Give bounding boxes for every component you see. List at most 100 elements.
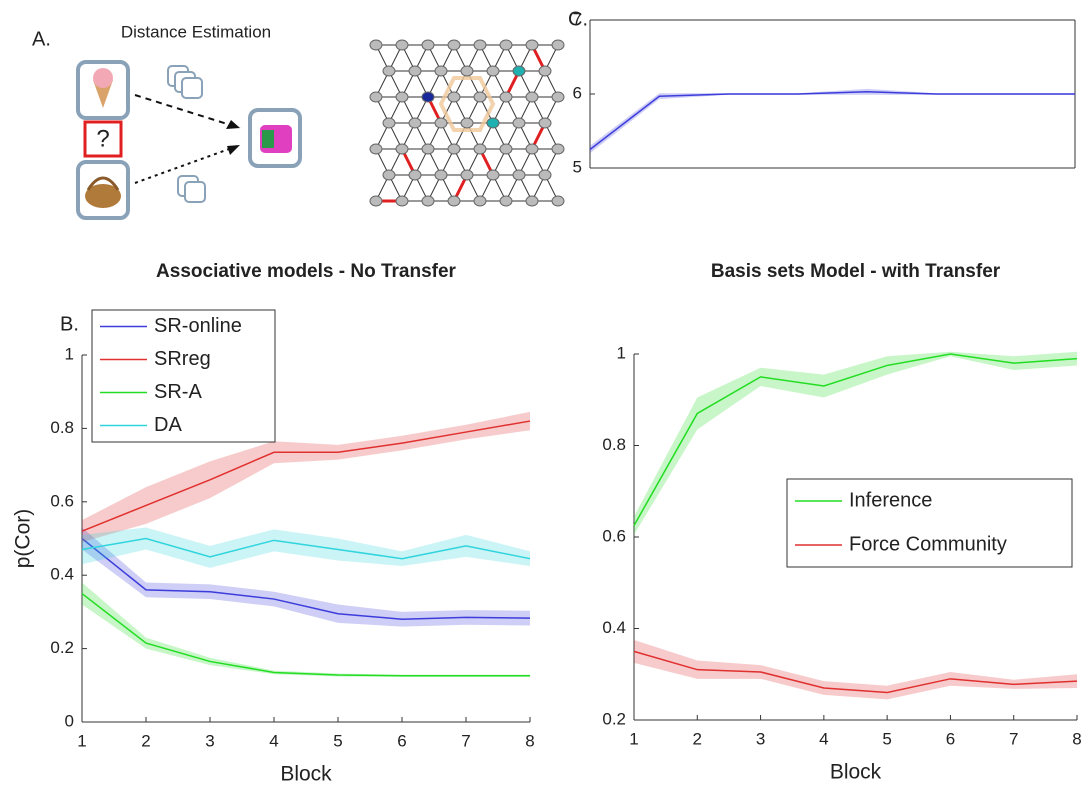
- lattice-node: [539, 170, 551, 180]
- line: [590, 92, 1075, 150]
- lattice-node: [552, 196, 564, 206]
- lattice-node: [500, 196, 512, 206]
- chart-title: Associative models - No Transfer: [156, 261, 456, 282]
- lattice-node: [474, 92, 486, 102]
- legend-label: SR-online: [154, 315, 242, 337]
- y-tick-label: 6: [573, 83, 582, 102]
- lattice-node: [396, 92, 408, 102]
- lattice-node: [513, 170, 525, 180]
- legend-label: Inference: [849, 489, 932, 511]
- y-tick-label: 1: [617, 343, 626, 362]
- x-axis-label: Block: [280, 763, 332, 786]
- lattice-node: [539, 118, 551, 128]
- panel-label: B.: [60, 313, 79, 335]
- lattice-node: [383, 118, 395, 128]
- error-band: [82, 527, 530, 567]
- y-tick-label: 0.2: [50, 638, 74, 657]
- legend-label: DA: [154, 414, 182, 436]
- lattice-node: [435, 170, 447, 180]
- lattice-node: [500, 92, 512, 102]
- lattice-node: [526, 40, 538, 50]
- lattice-node: [461, 118, 473, 128]
- legend-label: Force Community: [849, 533, 1007, 555]
- lattice-node: [474, 40, 486, 50]
- lattice-node: [409, 170, 421, 180]
- lattice-node: [526, 196, 538, 206]
- lattice-node: [370, 40, 382, 50]
- x-tick-label: 1: [629, 729, 638, 748]
- lattice-node: [422, 144, 434, 154]
- y-tick-label: 7: [573, 9, 582, 28]
- lattice-node: [526, 144, 538, 154]
- panel-label: A.: [32, 28, 51, 50]
- x-tick-label: 1: [77, 731, 86, 750]
- x-tick-label: 6: [946, 729, 955, 748]
- x-tick-label: 4: [819, 729, 828, 748]
- lattice-diagram: [370, 40, 564, 206]
- lattice-node: [500, 40, 512, 50]
- x-tick-label: 6: [397, 731, 406, 750]
- x-tick-label: 5: [882, 729, 891, 748]
- lattice-node: [474, 196, 486, 206]
- lattice-node: [409, 118, 421, 128]
- lattice-node: [461, 66, 473, 76]
- lattice-node: [448, 40, 460, 50]
- x-tick-label: 8: [525, 731, 534, 750]
- lattice-node: [383, 170, 395, 180]
- y-tick-label: 0.6: [50, 491, 74, 510]
- x-tick-label: 8: [1072, 729, 1081, 748]
- lattice-node: [461, 170, 473, 180]
- x-tick-label: 7: [461, 731, 470, 750]
- legend-label: SR-A: [154, 381, 202, 403]
- x-tick-label: 5: [333, 731, 342, 750]
- y-tick-label: 0.8: [602, 435, 626, 454]
- y-tick-label: 0.4: [602, 618, 626, 637]
- lattice-node: [422, 196, 434, 206]
- diagram-title: Distance Estimation: [121, 22, 271, 41]
- lattice-node: [487, 118, 499, 128]
- x-tick-label: 2: [141, 731, 150, 750]
- x-tick-label: 3: [756, 729, 765, 748]
- lattice-node: [487, 170, 499, 180]
- y-axis-label: p(Cor): [12, 509, 35, 569]
- x-tick-label: 2: [693, 729, 702, 748]
- lattice-node: [487, 66, 499, 76]
- lattice-node: [370, 196, 382, 206]
- legend-label: SRreg: [154, 348, 211, 370]
- y-tick-label: 0.4: [50, 565, 74, 584]
- lattice-node: [422, 40, 434, 50]
- y-tick-label: 5: [573, 157, 582, 176]
- x-axis-label: Block: [830, 761, 882, 784]
- lattice-node: [396, 40, 408, 50]
- lattice-node: [422, 92, 434, 102]
- lattice-node: [435, 118, 447, 128]
- lattice-node: [552, 144, 564, 154]
- y-tick-label: 0: [65, 711, 74, 730]
- y-tick-label: 0.2: [602, 709, 626, 728]
- chart-title: Basis sets Model - with Transfer: [711, 261, 1001, 282]
- lattice-node: [448, 144, 460, 154]
- lattice-node: [513, 66, 525, 76]
- figure: A. Distance Estimation ? C.567B.Associat…: [0, 0, 1086, 792]
- lattice-node: [474, 144, 486, 154]
- y-tick-label: 0.6: [602, 526, 626, 545]
- lattice-node: [448, 196, 460, 206]
- y-tick-label: 0.8: [50, 418, 74, 437]
- lattice-node: [448, 92, 460, 102]
- x-tick-label: 3: [205, 731, 214, 750]
- lattice-node: [500, 144, 512, 154]
- question-mark: ?: [96, 125, 109, 152]
- lattice-node: [409, 66, 421, 76]
- lattice-node: [526, 92, 538, 102]
- lattice-node: [513, 118, 525, 128]
- lattice-node: [396, 196, 408, 206]
- lattice-node: [396, 144, 408, 154]
- x-tick-label: 4: [269, 731, 278, 750]
- lattice-node: [383, 66, 395, 76]
- diagram-icons: ?: [78, 62, 300, 218]
- lattice-node: [539, 66, 551, 76]
- lattice-node: [552, 92, 564, 102]
- error-band: [590, 89, 1075, 153]
- lattice-node: [435, 66, 447, 76]
- lattice-node: [370, 144, 382, 154]
